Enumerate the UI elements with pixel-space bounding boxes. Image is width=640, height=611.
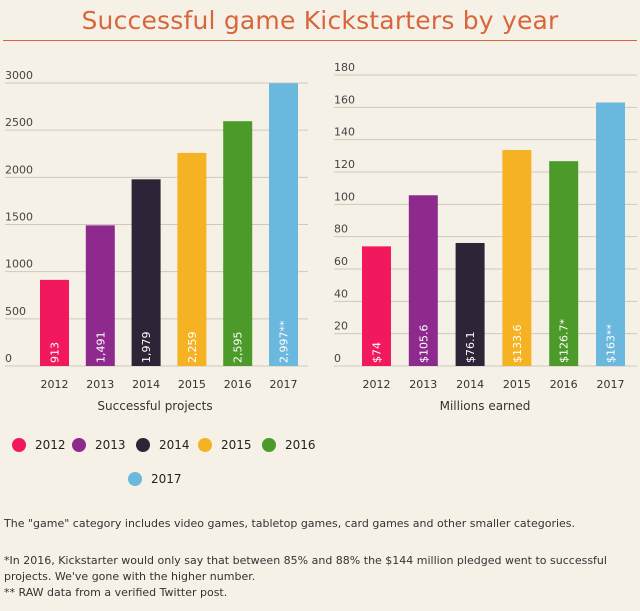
bar-2013 [408,195,438,366]
successful-projects-chart: 0 500 1000 1500 2000 2500 3000 913 2012 1,491 2013… [5,69,308,413]
x-tick-label: 2014 [132,378,160,391]
bar-2016 [549,161,579,366]
y-tick-label: 2500 [5,116,33,129]
bar-2016 [223,121,253,366]
title-divider [3,40,637,41]
bar-2017 [596,102,625,366]
x-tick-label: 2016 [224,378,252,391]
x-tick-label: 2015 [503,378,531,391]
y-tick-label: 60 [334,255,348,268]
y-tick-label: 100 [334,190,355,203]
bar-2013 [85,225,115,366]
y-tick-label: 140 [334,126,355,139]
millions-earned-chart: 0 20 40 60 80 100 120 140 160 180 $74 2012 $105.6 201… [334,61,637,413]
data-label: $133.6 [511,325,524,364]
bar-2015 [177,152,207,366]
legend-item-2015: 2015 [198,438,252,452]
y-tick-label: 80 [334,223,348,236]
bar-2012 [362,246,391,366]
x-tick-label: 2012 [41,378,69,391]
charts-area: 05001000150020002500300091320121,4912013… [5,61,637,413]
data-label: 2,595 [232,332,245,364]
legend-item-2013: 2013 [72,438,126,452]
data-label: $74 [371,342,384,363]
legend-label: 2013 [95,438,126,452]
y-tick-label: 3000 [5,69,33,82]
data-label: 1,979 [140,332,153,364]
legend-item-2012: 2012 [12,438,66,452]
y-tick-label: 2000 [5,163,33,176]
bar-2014 [455,242,485,366]
legend-swatch [128,472,142,486]
y-tick-label: 0 [5,352,12,365]
x-tick-label: 2017 [270,378,298,391]
footnote-2017: ** RAW data from a verified Twitter post… [4,586,228,599]
data-label: $126.7* [558,319,571,363]
data-label: 913 [49,342,62,363]
data-label: 2,997** [278,320,291,363]
x-tick-label: 2014 [456,378,484,391]
chart-title: Successful game Kickstarters by year [81,6,559,35]
y-tick-label: 1000 [5,258,33,271]
bar-2012 [40,279,69,366]
data-label: 1,491 [94,332,107,364]
legend-item-2016: 2016 [262,438,316,452]
data-label: $105.6 [417,325,430,364]
y-tick-label: 180 [334,61,355,74]
legend-label: 2014 [159,438,190,452]
legend-swatch [136,438,150,452]
x-axis-label: Successful projects [97,399,212,413]
data-label: $76.1 [464,332,477,364]
y-tick-label: 160 [334,93,355,106]
y-tick-label: 500 [5,305,26,318]
legend-swatch [262,438,276,452]
legend-swatch [198,438,212,452]
bar-2017 [269,83,298,366]
legend-label: 2017 [151,472,182,486]
x-tick-label: 2012 [363,378,391,391]
y-tick-label: 40 [334,287,348,300]
legend-swatch [72,438,86,452]
x-tick-label: 2016 [550,378,578,391]
legend-swatch [12,438,26,452]
data-label: $163** [605,324,618,363]
legend-item-2017: 2017 [128,472,182,486]
legend-label: 2012 [35,438,66,452]
bar-2014 [131,179,161,366]
legend-label: 2016 [285,438,316,452]
x-tick-label: 2015 [178,378,206,391]
category-note: The "game" category includes video games… [4,517,576,530]
footnote-2016: *In 2016, Kickstarter would only say tha… [4,554,607,583]
legend: 2012 2013 2014 2015 2016 2017 [12,438,472,494]
legend-label: 2015 [221,438,252,452]
legend-item-2014: 2014 [136,438,190,452]
y-tick-label: 1500 [5,211,33,224]
y-tick-label: 20 [334,320,348,333]
y-tick-label: 0 [334,352,341,365]
y-tick-label: 120 [334,158,355,171]
x-tick-label: 2013 [86,378,114,391]
x-tick-label: 2013 [409,378,437,391]
x-tick-label: 2017 [597,378,625,391]
bar-2015 [502,150,532,366]
data-label: 2,259 [186,332,199,364]
x-axis-label: Millions earned [440,399,531,413]
